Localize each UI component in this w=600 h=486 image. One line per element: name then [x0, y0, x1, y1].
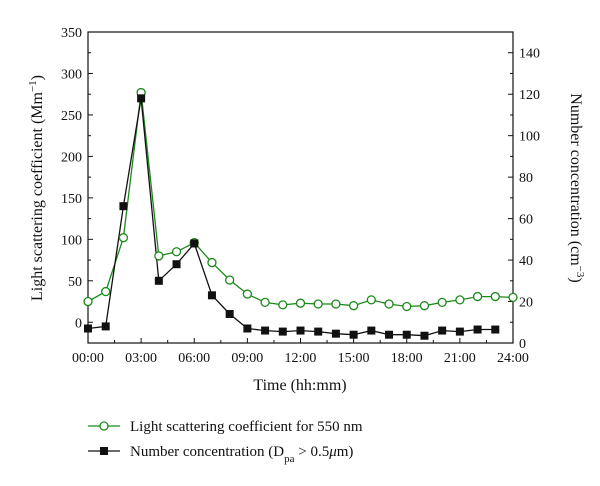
y-right-tick-label: 140	[519, 47, 540, 62]
x-tick-label: 21:00	[444, 351, 476, 366]
y-left-tick-label: 250	[61, 109, 82, 124]
y-axis-left-title: Light scattering coefficient (Mm−1)	[27, 75, 46, 301]
point-number	[349, 330, 358, 339]
point-number	[420, 331, 429, 340]
point-scattering	[207, 257, 217, 268]
x-axis-title: Time (hh:mm)	[253, 377, 346, 394]
point-number	[137, 94, 146, 103]
x-tick-label: 12:00	[285, 351, 317, 366]
point-scattering	[366, 295, 376, 305]
point-number	[207, 291, 216, 300]
x-axis: 00:00 03:00 06:00 09:00 12:00 15:00 18:00 21:00…	[72, 338, 529, 366]
point-number	[314, 327, 323, 336]
point-scattering	[154, 251, 164, 261]
point-number	[119, 202, 128, 211]
point-scattering	[419, 301, 430, 311]
point-number	[491, 325, 500, 334]
y-right-tick-label: 0	[519, 337, 526, 352]
point-number	[473, 325, 482, 334]
y-left-tick-label: 100	[61, 233, 82, 248]
x-tick-label: 06:00	[178, 351, 210, 366]
point-number	[84, 324, 92, 333]
point-number	[438, 326, 447, 335]
point-scattering	[101, 286, 111, 297]
point-number	[296, 326, 305, 335]
point-number	[331, 329, 340, 338]
series-line-scattering	[87, 92, 514, 308]
point-scattering	[384, 299, 394, 309]
point-number	[402, 330, 411, 339]
point-number	[172, 260, 181, 269]
series-line-number	[87, 98, 496, 337]
x-tick-label: 18:00	[391, 351, 423, 366]
y-right-tick-label: 20	[519, 296, 533, 311]
y-axis-right: 0 20 40 60 80 100 120 140	[508, 31, 540, 352]
x-tick-label: 15:00	[338, 351, 370, 366]
legend-marker-number	[100, 447, 108, 455]
point-scattering	[348, 301, 359, 311]
y-left-tick-label: 300	[61, 67, 82, 82]
point-number	[278, 327, 287, 336]
y-right-tick-label: 120	[519, 88, 540, 103]
y-left-tick-label: 0	[75, 316, 82, 331]
point-scattering	[260, 297, 270, 308]
point-scattering	[171, 247, 182, 257]
y-right-tick-label: 80	[519, 171, 533, 186]
legend-label-scattering: Light scattering coefficient for 550 nm	[130, 419, 363, 435]
y-left-tick-label: 150	[61, 192, 82, 207]
point-scattering	[242, 289, 253, 299]
point-scattering	[490, 291, 500, 302]
point-scattering	[278, 300, 288, 310]
point-number	[243, 324, 252, 333]
point-scattering	[313, 299, 323, 309]
point-scattering	[455, 295, 465, 305]
y-right-tick-label: 60	[519, 213, 533, 228]
legend-marker-scattering	[99, 421, 109, 431]
point-scattering	[295, 298, 306, 308]
x-tick-label: 24:00	[497, 351, 529, 366]
point-scattering	[225, 275, 235, 285]
legend-item-number: Number concentration (Dpa > 0.5μm)	[88, 444, 353, 465]
point-scattering	[331, 299, 341, 309]
x-tick-label: 00:00	[72, 351, 104, 366]
y-right-tick-label: 100	[519, 130, 540, 145]
point-scattering	[437, 297, 447, 308]
point-scattering	[118, 233, 129, 243]
point-number	[455, 327, 464, 336]
y-left-tick-label: 350	[61, 26, 82, 41]
point-scattering	[508, 292, 518, 303]
y-axis-left: 0 50 100 150 200 250 300 350	[61, 26, 93, 344]
point-number	[190, 239, 199, 248]
point-number	[154, 276, 163, 285]
point-number	[367, 326, 376, 335]
point-number	[101, 322, 110, 331]
series-markers	[83, 87, 518, 340]
point-number	[385, 330, 394, 339]
y-left-tick-label: 50	[68, 275, 82, 290]
point-scattering	[83, 296, 93, 307]
point-scattering	[402, 301, 412, 312]
y-axis-right-title: Number concentration (cm−3)	[567, 93, 586, 282]
point-number	[225, 309, 234, 318]
y-left-tick-label: 200	[61, 150, 82, 165]
legend-label-number: Number concentration (Dpa > 0.5μm)	[130, 444, 353, 465]
legend-item-scattering: Light scattering coefficient for 550 nm	[88, 419, 363, 435]
x-tick-label: 03:00	[125, 351, 157, 366]
point-scattering	[472, 291, 483, 302]
y-right-tick-label: 40	[519, 254, 533, 269]
point-number	[261, 326, 270, 335]
legend: Light scattering coefficient for 550 nm …	[88, 419, 363, 465]
x-tick-label: 09:00	[231, 351, 263, 366]
